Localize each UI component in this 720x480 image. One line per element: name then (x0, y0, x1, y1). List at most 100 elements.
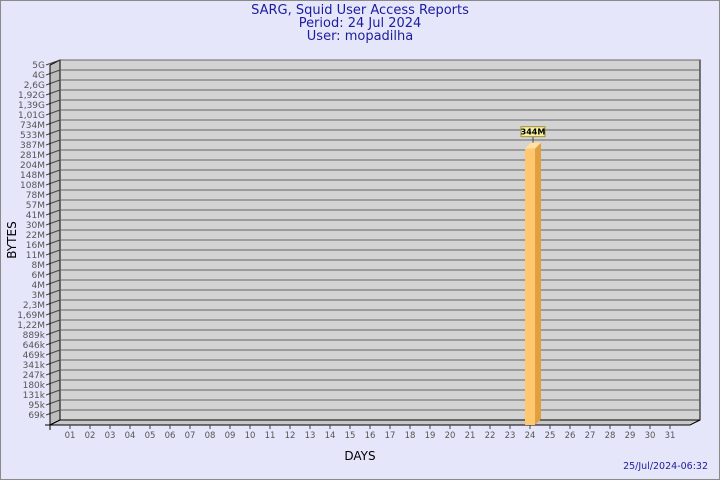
x-tick-label: 03 (105, 431, 116, 441)
chart-period: Period: 24 Jul 2024 (298, 16, 422, 31)
y-tick (45, 319, 61, 326)
chart-title: SARG, Squid User Access Reports (251, 3, 469, 18)
x-tick-label: 06 (165, 431, 176, 441)
y-tick (45, 379, 61, 386)
y-tick (45, 269, 61, 276)
x-tick-label: 08 (205, 431, 216, 441)
y-tick (45, 339, 61, 346)
chart-user: User: mopadilha (306, 29, 414, 44)
y-tick-label: 148M (20, 171, 45, 181)
y-tick-label: 22M (26, 231, 45, 241)
y-tick (45, 79, 61, 86)
x-tick-label: 25 (545, 431, 556, 441)
bar-top (525, 142, 541, 149)
x-tick-label: 13 (305, 431, 316, 441)
data-label: 344M (521, 128, 546, 137)
y-tick-label: 469k (23, 351, 46, 361)
x-tick-label: 29 (625, 431, 636, 441)
y-tick (45, 189, 61, 196)
timestamp: 25/Jul/2024-06:32 (623, 461, 708, 472)
y-tick-label: 1,92G (18, 91, 45, 101)
y-tick (45, 209, 61, 216)
y-tick (45, 309, 61, 316)
y-tick (45, 289, 61, 296)
x-tick-label: 18 (405, 431, 416, 441)
x-tick-label: 19 (425, 431, 436, 441)
y-tick-label: 108M (20, 181, 45, 191)
x-tick-label: 24 (525, 431, 536, 441)
y-tick-label: 1,69M (17, 311, 45, 321)
y-tick (45, 229, 61, 236)
y-tick (45, 219, 61, 226)
x-tick-label: 27 (585, 431, 596, 441)
y-tick (45, 129, 61, 136)
y-tick-label: 734M (20, 121, 45, 131)
x-tick-label: 11 (265, 431, 276, 441)
y-tick-label: 5G (32, 61, 45, 71)
x-tick-label: 01 (65, 431, 76, 441)
y-tick (45, 169, 61, 176)
y-tick (45, 89, 61, 96)
x-tick-label: 30 (645, 431, 656, 441)
y-tick-label: 281M (20, 151, 45, 161)
y-tick-label: 1,01G (18, 111, 45, 121)
y-tick-label: 69k (28, 411, 45, 421)
y-tick (45, 329, 61, 336)
x-tick-label: 21 (465, 431, 476, 441)
y-tick-label: 11M (26, 251, 45, 261)
y-tick-label: 1,22M (17, 321, 45, 331)
y-tick (45, 409, 61, 416)
y-tick-label: 30M (26, 221, 45, 231)
x-tick-label: 26 (565, 431, 576, 441)
x-tick-label: 04 (125, 431, 136, 441)
x-tick-label: 28 (605, 431, 616, 441)
y-tick (45, 159, 61, 166)
x-tick-label: 02 (85, 431, 96, 441)
y-tick-label: 57M (26, 201, 45, 211)
y-tick (45, 349, 61, 356)
x-tick-label: 09 (225, 431, 236, 441)
y-tick-label: 180k (23, 381, 46, 391)
y-tick-label: 646k (23, 341, 46, 351)
y-tick-label: 41M (26, 211, 45, 221)
x-tick-label: 16 (365, 431, 376, 441)
y-tick (45, 99, 61, 106)
y-tick-label: 341k (23, 361, 46, 371)
y-tick-label: 95k (28, 401, 45, 411)
y-tick (45, 249, 61, 256)
y-tick-label: 2,6G (24, 81, 45, 91)
x-tick-label: 17 (385, 431, 396, 441)
y-tick (45, 149, 61, 156)
y-tick (45, 239, 61, 246)
x-tick-label: 23 (505, 431, 516, 441)
plot-floor (49, 419, 701, 426)
x-axis-title: DAYS (344, 449, 375, 463)
y-tick (45, 259, 61, 266)
y-tick-label: 533M (20, 131, 45, 141)
y-tick (45, 179, 61, 186)
data-label-box (520, 126, 546, 138)
y-tick (45, 389, 61, 396)
y-tick (45, 109, 61, 116)
y-tick-label: 4G (32, 71, 45, 81)
y-tick-label: 2,3M (23, 301, 45, 311)
bar (525, 148, 535, 425)
y-tick-label: 204M (20, 161, 45, 171)
x-tick-label: 05 (145, 431, 156, 441)
y-tick (45, 119, 61, 126)
y-tick (45, 359, 61, 366)
y-tick (45, 299, 61, 306)
y-tick-label: 1,39G (18, 101, 45, 111)
x-tick-label: 10 (245, 431, 256, 441)
y-tick-label: 8M (32, 261, 46, 271)
y-tick (45, 399, 61, 406)
x-tick-label: 07 (185, 431, 196, 441)
y-tick (45, 139, 61, 146)
x-tick-label: 31 (665, 431, 676, 441)
x-tick-label: 14 (325, 431, 336, 441)
y-tick-label: 4M (32, 281, 46, 291)
y-tick (45, 369, 61, 376)
y-tick-label: 6M (32, 271, 46, 281)
y-tick (45, 279, 61, 286)
